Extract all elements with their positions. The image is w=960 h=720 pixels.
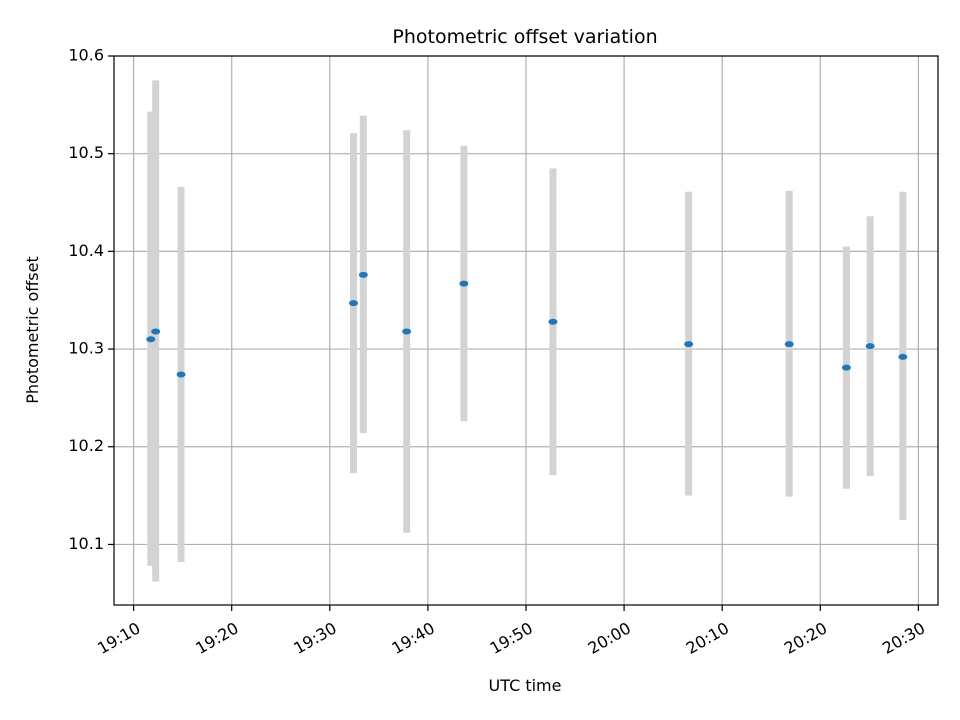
x-axis-label: UTC time — [489, 676, 562, 695]
chart-title: Photometric offset variation — [392, 26, 657, 48]
y-tick-label: 10.1 — [68, 534, 104, 553]
y-tick-label: 10.4 — [68, 241, 104, 260]
data-point — [151, 328, 161, 335]
data-point — [459, 280, 469, 287]
data-point — [349, 300, 359, 307]
data-point — [358, 271, 368, 278]
data-point — [865, 343, 875, 350]
data-point — [841, 364, 851, 371]
grid — [114, 55, 938, 605]
data-point — [548, 318, 558, 325]
y-tick-label: 10.6 — [68, 46, 104, 65]
y-tick-label: 10.5 — [68, 143, 104, 162]
data-point — [402, 328, 412, 335]
data-points — [146, 271, 908, 378]
y-axis-ticks: 10.1 10.2 10.3 10.4 10.5 10.6 — [68, 46, 114, 553]
data-point — [784, 341, 794, 348]
data-point — [146, 336, 156, 343]
y-tick-label: 10.3 — [68, 339, 104, 358]
y-axis-label: Photometric offset — [23, 256, 42, 404]
data-point — [684, 341, 694, 348]
y-tick-label: 10.2 — [68, 436, 104, 455]
data-point — [176, 371, 186, 378]
data-point — [898, 353, 908, 360]
